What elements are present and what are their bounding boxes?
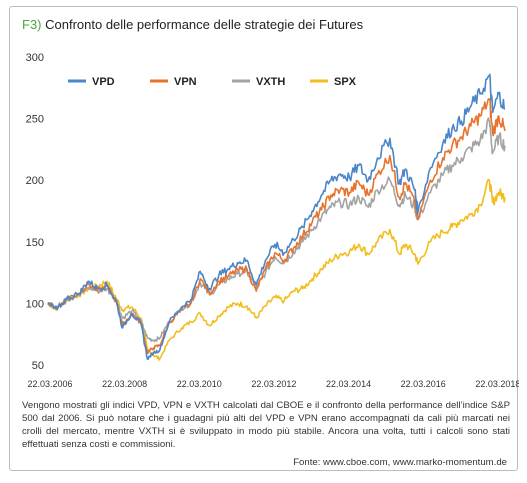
series-line-vpd — [47, 73, 506, 361]
figure-label: F3) — [22, 17, 42, 32]
series-lines — [47, 73, 506, 361]
x-tick-label: 22.03.2014 — [326, 379, 371, 389]
x-tick-label: 22.03.2018 — [475, 379, 519, 389]
chart-area: 50 100 150 200 250 300 22.03.2006 22.03.2008 22… — [10, 7, 521, 396]
x-tick-label: 22.03.2008 — [102, 379, 147, 389]
x-tick-label: 22.03.2010 — [177, 379, 222, 389]
x-axis-ticks: 22.03.2006 22.03.2008 22.03.2010 22.03.2012… — [27, 379, 520, 389]
y-tick-label: 100 — [26, 298, 44, 310]
source-note: Fonte: www.cboe.com, www.marko-momentum.… — [293, 457, 507, 468]
y-tick-label: 50 — [32, 360, 44, 372]
y-tick-label: 250 — [26, 114, 44, 126]
series-line-vxth — [47, 117, 506, 343]
figure-title: F3) Confronto delle performance delle st… — [22, 17, 363, 32]
figure-caption: Vengono mostrati gli indici VPD, VPN e V… — [22, 400, 510, 450]
y-axis-ticks: 50 100 150 200 250 300 — [26, 52, 44, 372]
series-line-vpn — [47, 98, 506, 355]
series-line-spx — [47, 178, 506, 361]
legend-label-vpd: VPD — [92, 76, 115, 88]
x-tick-label: 22.03.2006 — [27, 379, 72, 389]
legend-label-spx: SPX — [334, 76, 357, 88]
y-tick-label: 150 — [26, 237, 44, 249]
legend-label-vpn: VPN — [174, 76, 197, 88]
x-tick-label: 22.03.2016 — [401, 379, 446, 389]
x-tick-label: 22.03.2012 — [251, 379, 296, 389]
legend: VPD VPN VXTH SPX — [68, 76, 357, 88]
figure-card: F3) Confronto delle performance delle st… — [9, 6, 521, 471]
y-tick-label: 200 — [26, 175, 44, 187]
legend-label-vxth: VXTH — [256, 76, 285, 88]
figure-title-text: Confronto delle performance delle strate… — [45, 17, 364, 32]
y-tick-label: 300 — [26, 52, 44, 64]
